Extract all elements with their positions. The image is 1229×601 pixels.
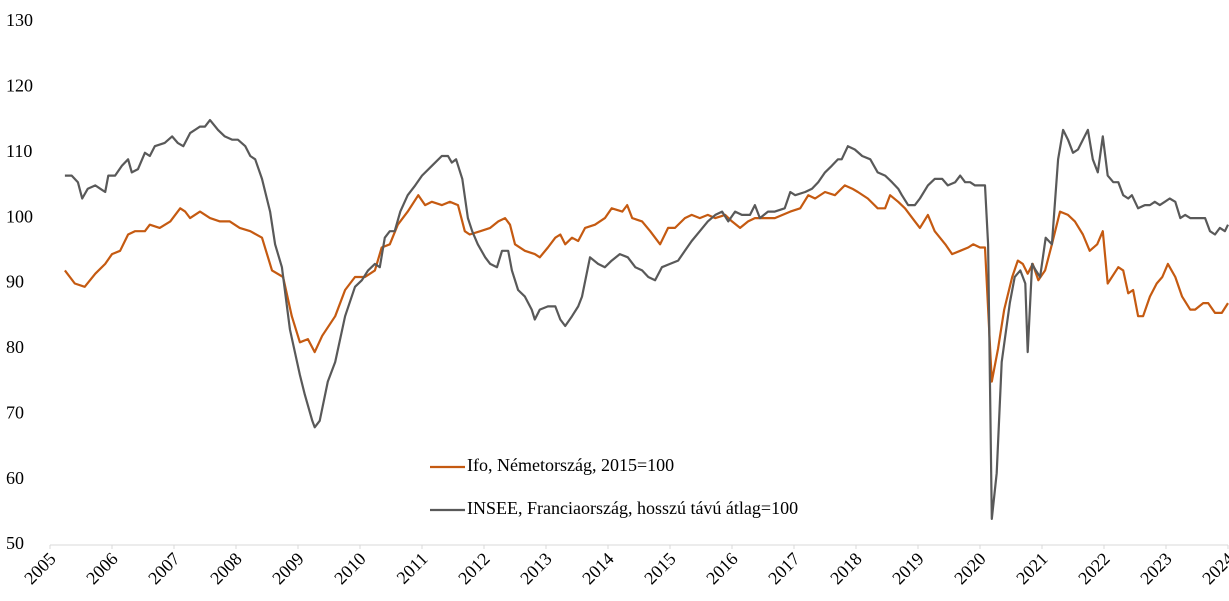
x-tick-label: 2015 bbox=[640, 549, 680, 589]
x-tick-label: 2014 bbox=[578, 549, 618, 589]
x-tick-label: 2024 bbox=[1198, 549, 1229, 589]
x-tick-label: 2009 bbox=[268, 549, 308, 589]
legend-label: Ifo, Németország, 2015=100 bbox=[467, 455, 674, 475]
x-tick-label: 2008 bbox=[206, 549, 246, 589]
x-tick-label: 2011 bbox=[393, 549, 432, 588]
line bbox=[64, 119, 1229, 520]
x-tick-label: 2016 bbox=[702, 549, 742, 589]
x-tick-label: 2006 bbox=[82, 549, 122, 589]
x-tick-label: 2017 bbox=[764, 549, 804, 589]
x-tick-label: 2010 bbox=[330, 549, 370, 589]
x-tick-label: 2023 bbox=[1136, 549, 1176, 589]
line bbox=[64, 184, 1229, 383]
x-tick-label: 2012 bbox=[454, 549, 494, 589]
y-tick-label: 130 bbox=[6, 10, 33, 30]
legend-label: INSEE, Franciaország, hosszú távú átlag=… bbox=[467, 498, 798, 518]
y-tick-label: 70 bbox=[6, 402, 24, 422]
x-tick-label: 2018 bbox=[826, 549, 866, 589]
y-tick-label: 120 bbox=[6, 76, 33, 96]
y-tick-label: 50 bbox=[6, 533, 24, 553]
y-tick-label: 80 bbox=[6, 337, 24, 357]
x-tick-label: 2019 bbox=[888, 549, 928, 589]
x-tick-label: 2007 bbox=[144, 549, 184, 589]
x-tick-label: 2021 bbox=[1012, 549, 1052, 589]
x-tick-label: 2022 bbox=[1074, 549, 1114, 589]
x-tick-label: 2013 bbox=[516, 549, 556, 589]
y-tick-label: 90 bbox=[6, 272, 24, 292]
x-tick-label: 2020 bbox=[950, 549, 990, 589]
y-tick-label: 110 bbox=[6, 141, 32, 161]
y-tick-label: 60 bbox=[6, 468, 24, 488]
y-tick-label: 100 bbox=[6, 206, 33, 226]
x-tick-label: 2005 bbox=[20, 549, 60, 589]
